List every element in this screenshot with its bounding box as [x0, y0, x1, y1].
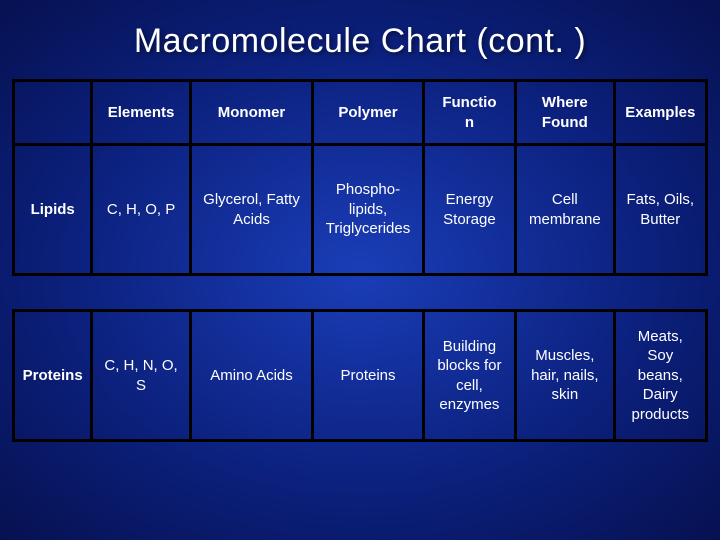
- table-row-lipids: Lipids C, H, O, P Glycerol, FattyAcids P…: [14, 145, 707, 275]
- table-header-row: Elements Monomer Polymer Function WhereF…: [14, 81, 707, 145]
- header-where-found: WhereFound: [516, 81, 614, 145]
- header-monomer: Monomer: [190, 81, 313, 145]
- header-blank: [14, 81, 92, 145]
- lipids-function: EnergyStorage: [423, 145, 515, 275]
- lipids-where-found: Cellmembrane: [516, 145, 614, 275]
- proteins-where-found: Muscles,hair, nails,skin: [516, 311, 614, 441]
- lipids-examples: Fats, Oils,Butter: [614, 145, 706, 275]
- header-function: Function: [423, 81, 515, 145]
- lipids-polymer: Phospho-lipids,Triglycerides: [313, 145, 423, 275]
- lipids-elements: C, H, O, P: [92, 145, 190, 275]
- table-row-proteins: Proteins C, H, N, O, S Amino Acids Prote…: [14, 311, 707, 441]
- header-elements: Elements: [92, 81, 190, 145]
- slide-title: Macromolecule Chart (cont. ): [0, 0, 720, 79]
- header-polymer: Polymer: [313, 81, 423, 145]
- macromolecule-table-container: Elements Monomer Polymer Function WhereF…: [0, 79, 720, 442]
- proteins-polymer: Proteins: [313, 311, 423, 441]
- proteins-elements: C, H, N, O, S: [92, 311, 190, 441]
- table-gap-row: [14, 275, 707, 311]
- rowlabel-lipids: Lipids: [14, 145, 92, 275]
- macromolecule-table: Elements Monomer Polymer Function WhereF…: [12, 79, 708, 442]
- proteins-function: Buildingblocks forcell,enzymes: [423, 311, 515, 441]
- header-examples: Examples: [614, 81, 706, 145]
- rowlabel-proteins: Proteins: [14, 311, 92, 441]
- proteins-monomer: Amino Acids: [190, 311, 313, 441]
- proteins-examples: Meats,Soybeans,Dairyproducts: [614, 311, 706, 441]
- lipids-monomer: Glycerol, FattyAcids: [190, 145, 313, 275]
